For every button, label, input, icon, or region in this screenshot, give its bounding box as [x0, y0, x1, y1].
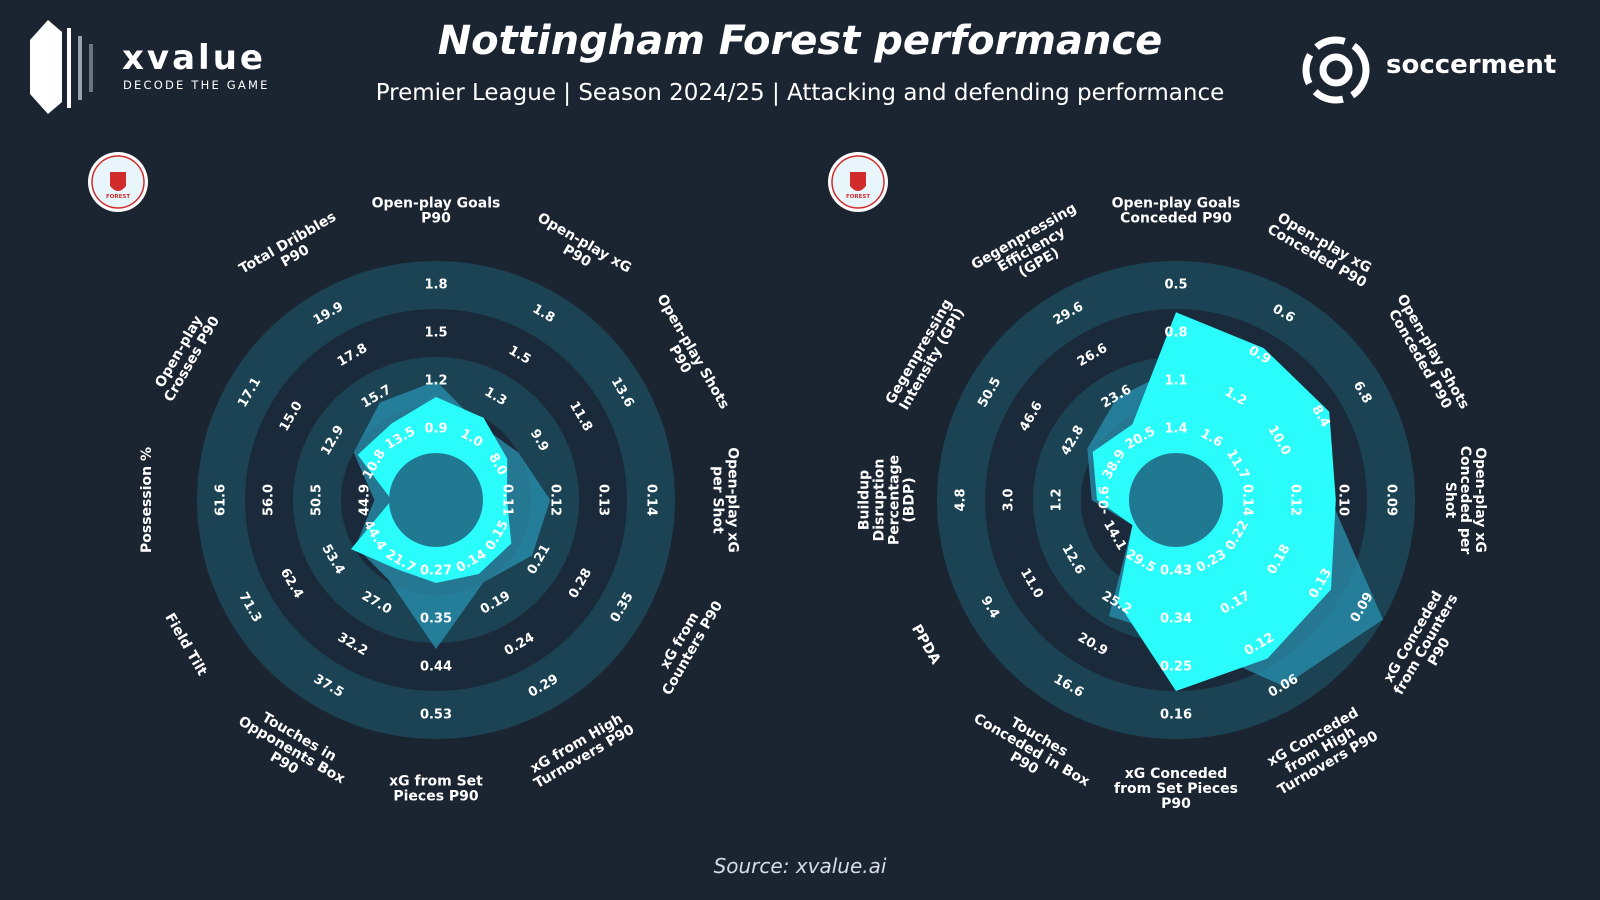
axis-label-line: Conceded P90 [1120, 211, 1232, 227]
tick-label: 44.9 [358, 484, 373, 516]
tick-label: 0.10 [1336, 484, 1351, 516]
tick-label: 0.9 [424, 422, 447, 437]
axis-label-line: Open-play xG [1472, 447, 1488, 553]
tick-label: 1.5 [424, 326, 447, 341]
xvalue-tagline: DECODE THE GAME [123, 78, 270, 92]
xvalue-wordmark: xvalue [122, 38, 266, 78]
axis-label-line: Percentage [887, 455, 903, 545]
tick-label: 1.2 [424, 374, 447, 389]
tick-label: 0.34 [1160, 612, 1192, 627]
tick-label: 0.16 [1160, 708, 1192, 723]
axis-label-line: Buildup [857, 470, 873, 530]
tick-label: 0.14 [644, 484, 659, 516]
axis-label-line: (BDP) [902, 477, 918, 522]
nottingham-forest-crest-icon [110, 172, 126, 191]
tick-label: 56.0 [262, 484, 277, 516]
club-badge-text: FOREST [106, 194, 130, 200]
tick-label: 0.35 [420, 612, 452, 627]
nottingham-forest-crest-icon [850, 172, 866, 191]
soccerment-logo-icon [1302, 36, 1370, 104]
tick-label: 61.6 [214, 484, 229, 516]
radar-center [389, 453, 483, 547]
axis-label: Possession % [139, 447, 155, 553]
tick-label: 0.12 [548, 484, 563, 516]
axis-label-line: per Shot [710, 466, 726, 534]
xvalue-brand: xvalue DECODE THE GAME [26, 18, 286, 118]
tick-label: 0.53 [420, 708, 452, 723]
axis-label-line: Conceded in Box [971, 711, 1092, 790]
axis-label-line: Conceded per [1457, 446, 1473, 555]
club-badge: FOREST [88, 152, 148, 212]
axis-label-line: from Set Pieces [1114, 781, 1238, 797]
tick-label: 0.5 [1164, 278, 1187, 293]
axis-label-line: PPDA [908, 622, 943, 667]
tick-label: 1.1 [1164, 374, 1187, 389]
tick-label: 0.09 [1384, 484, 1399, 516]
axis-label-line: Open-play Goals [372, 196, 501, 212]
source-note: Source: xvalue.ai [713, 854, 887, 878]
attacking-radar: FOREST 0.9 1.2 1.5 1.8 Open-play Goals P90 1.0 1… [76, 140, 796, 860]
axis-label-line: P90 [1161, 796, 1191, 812]
tick-label: -0.6 [1098, 486, 1113, 514]
axis-label: Buildup Disruption Percentage (BDP) [857, 455, 918, 545]
tick-label: 0.14 [1240, 484, 1255, 516]
axis-label-line: Open-play Shots [653, 292, 732, 412]
axis-label-line: xG Conceded [1125, 766, 1228, 782]
tick-label: 1.4 [1164, 422, 1187, 437]
tick-label: 4.8 [954, 488, 969, 511]
tick-label: 0.8 [1164, 326, 1187, 341]
soccerment-wordmark: soccerment [1386, 50, 1557, 80]
defending-radar: FOREST 1.4 1.1 0.8 0.5 Open-play Goals Concede… [816, 140, 1536, 860]
tick-label: 0.25 [1160, 660, 1192, 675]
tick-label: 0.43 [1160, 564, 1192, 579]
xvalue-logo-icon [30, 20, 93, 114]
tick-label: 3.0 [1002, 488, 1017, 511]
axis-label-line: xG from Set [389, 774, 483, 790]
soccerment-brand: soccerment [1296, 30, 1586, 110]
club-badge-text: FOREST [846, 194, 870, 200]
axis-label: PPDA [908, 622, 943, 667]
tick-label: 0.11 [500, 484, 515, 516]
tick-label: 50.5 [310, 484, 325, 516]
axis-label-line: Open-play xG [725, 447, 741, 553]
axis-label: Field Tilt [161, 610, 210, 678]
page-title: Nottingham Forest performance [437, 18, 1163, 64]
tick-label: 1.8 [424, 278, 447, 293]
axis-label-line: P90 [421, 211, 451, 227]
axis-label-line: Possession % [139, 447, 155, 553]
axis-label-line: Shot [1442, 482, 1458, 519]
axis-label-line: Open-play Goals [1112, 196, 1241, 212]
tick-label: 0.44 [420, 660, 452, 675]
axis-label-line: Pieces P90 [393, 789, 479, 805]
tick-label: 1.2 [1050, 488, 1065, 511]
axis-label-line: Disruption [872, 459, 888, 542]
axis-label-line: Field Tilt [161, 610, 210, 678]
tick-label: 0.13 [596, 484, 611, 516]
tick-label: 0.27 [420, 564, 452, 579]
tick-label: 0.12 [1288, 484, 1303, 516]
club-badge: FOREST [828, 152, 888, 212]
radar-center [1129, 453, 1223, 547]
page-subtitle: Premier League | Season 2024/25 | Attack… [375, 80, 1225, 106]
